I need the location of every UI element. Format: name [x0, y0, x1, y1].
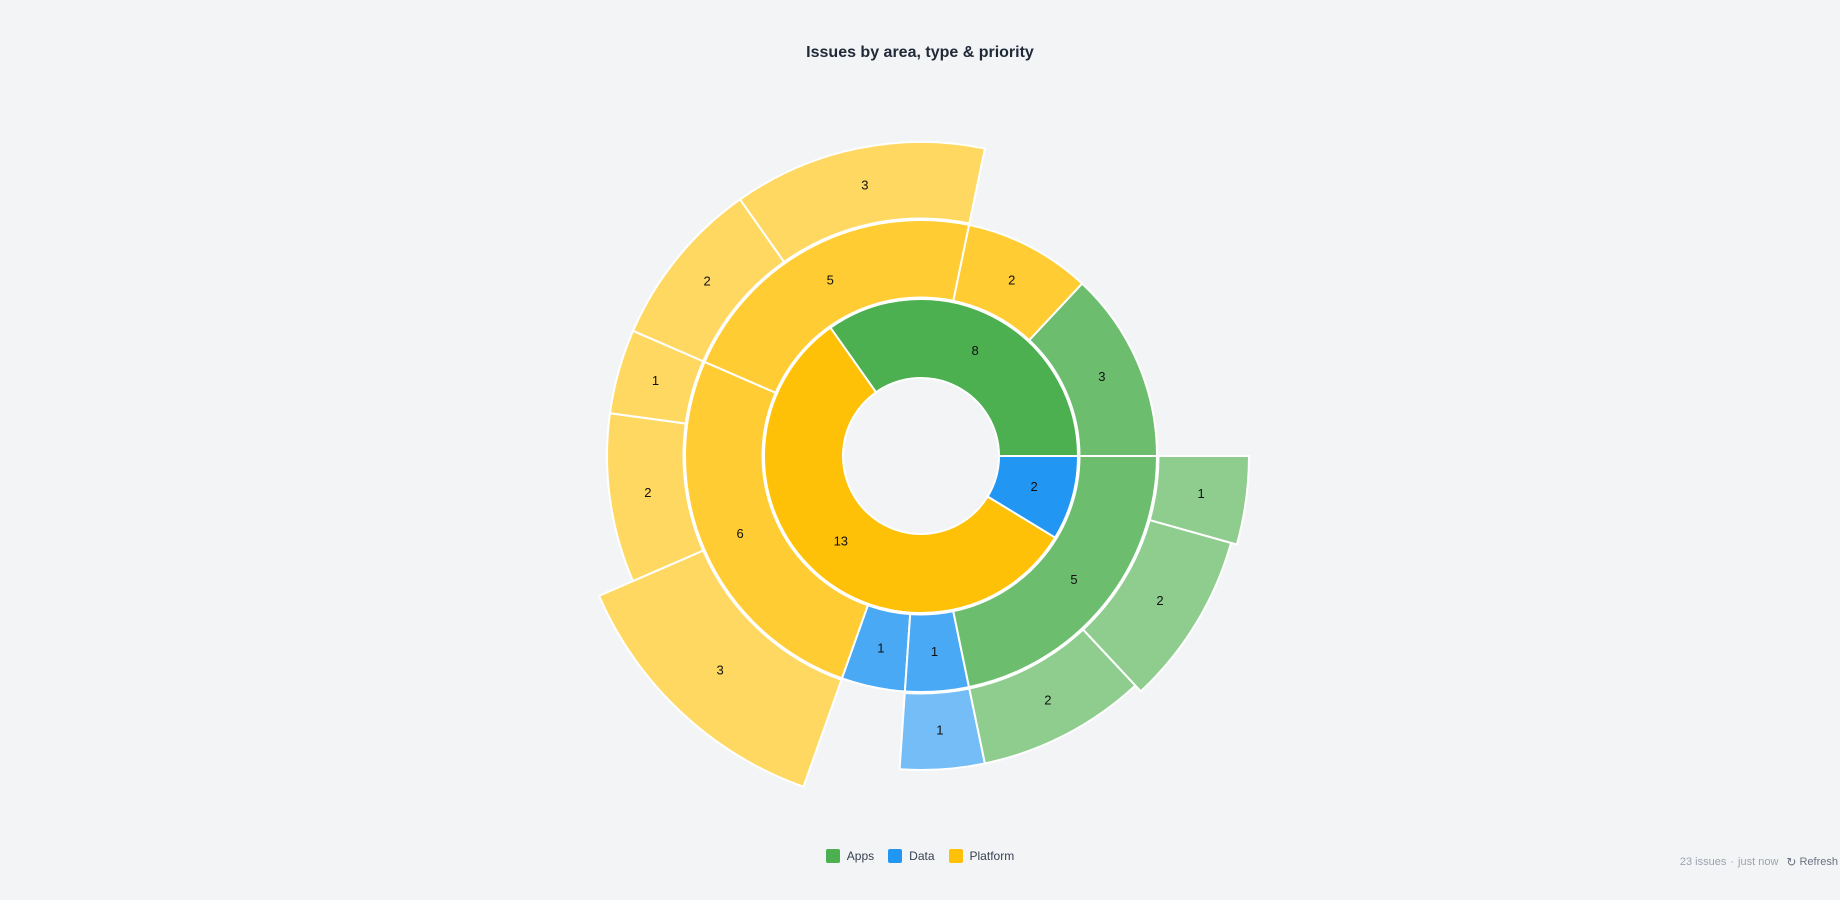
legend-swatch-apps	[825, 849, 840, 863]
sunburst-value-label: 3	[861, 177, 868, 192]
sunburst-value-label: 1	[936, 723, 943, 738]
legend-item-data[interactable]: Data	[888, 849, 935, 863]
sunburst-value-label: 3	[1098, 369, 1105, 384]
sunburst-segment-data-ring1[interactable]	[986, 455, 1080, 539]
refresh-button[interactable]: ↻ Refresh	[1786, 855, 1838, 869]
chart-title: Issues by area, type & priority	[806, 44, 1034, 61]
chart-legend: Apps Data Platform	[0, 849, 1840, 863]
sunburst-value-label: 1	[877, 641, 884, 656]
sunburst-value-label: 2	[1031, 479, 1038, 494]
issue-count: 23 issues	[1679, 856, 1727, 868]
refresh-icon: ↻	[1786, 855, 1797, 869]
legend-label: Apps	[846, 849, 875, 863]
legend-swatch-platform	[948, 849, 963, 863]
sunburst-value-label: 2	[1008, 272, 1015, 287]
sunburst-segment-platform-ring3[interactable]	[597, 549, 843, 789]
legend-swatch-data	[888, 849, 903, 863]
sunburst-value-label: 6	[736, 526, 743, 541]
legend-label: Data	[909, 849, 935, 863]
sunburst-value-label: 2	[1044, 692, 1051, 707]
sunburst-segment-apps-ring3[interactable]	[1148, 455, 1251, 546]
sunburst-segment-apps-ring1[interactable]	[829, 298, 1080, 457]
legend-item-apps[interactable]: Apps	[825, 849, 875, 863]
sunburst-value-label: 5	[827, 272, 834, 287]
sunburst-value-label: 8	[971, 343, 978, 358]
sunburst-value-label: 13	[834, 533, 848, 548]
sunburst-value-label: 2	[1156, 593, 1163, 608]
legend-label: Platform	[969, 849, 1015, 863]
sunburst-value-label: 1	[931, 644, 938, 659]
sunburst-value-label: 3	[717, 662, 724, 677]
sunburst-value-label: 5	[1070, 572, 1077, 587]
sunburst-value-label: 1	[1197, 486, 1204, 501]
last-updated: just now	[1738, 856, 1779, 868]
sunburst-segment-platform-ring2[interactable]	[684, 360, 870, 680]
sunburst-segment-apps-ring2[interactable]	[952, 455, 1159, 689]
chart-footer: 23 issues · just now ↻ Refresh	[1680, 855, 1838, 869]
sunburst-segment-platform-ring2[interactable]	[703, 219, 971, 395]
legend-item-platform[interactable]: Platform	[948, 849, 1015, 863]
footer-separator: ·	[1730, 856, 1735, 868]
refresh-label: Refresh	[1799, 856, 1838, 868]
sunburst-segment-platform-ring1[interactable]	[763, 326, 1057, 614]
sunburst-value-label: 1	[652, 373, 659, 388]
sunburst-value-label: 2	[703, 273, 710, 288]
sunburst-value-label: 2	[644, 485, 651, 500]
